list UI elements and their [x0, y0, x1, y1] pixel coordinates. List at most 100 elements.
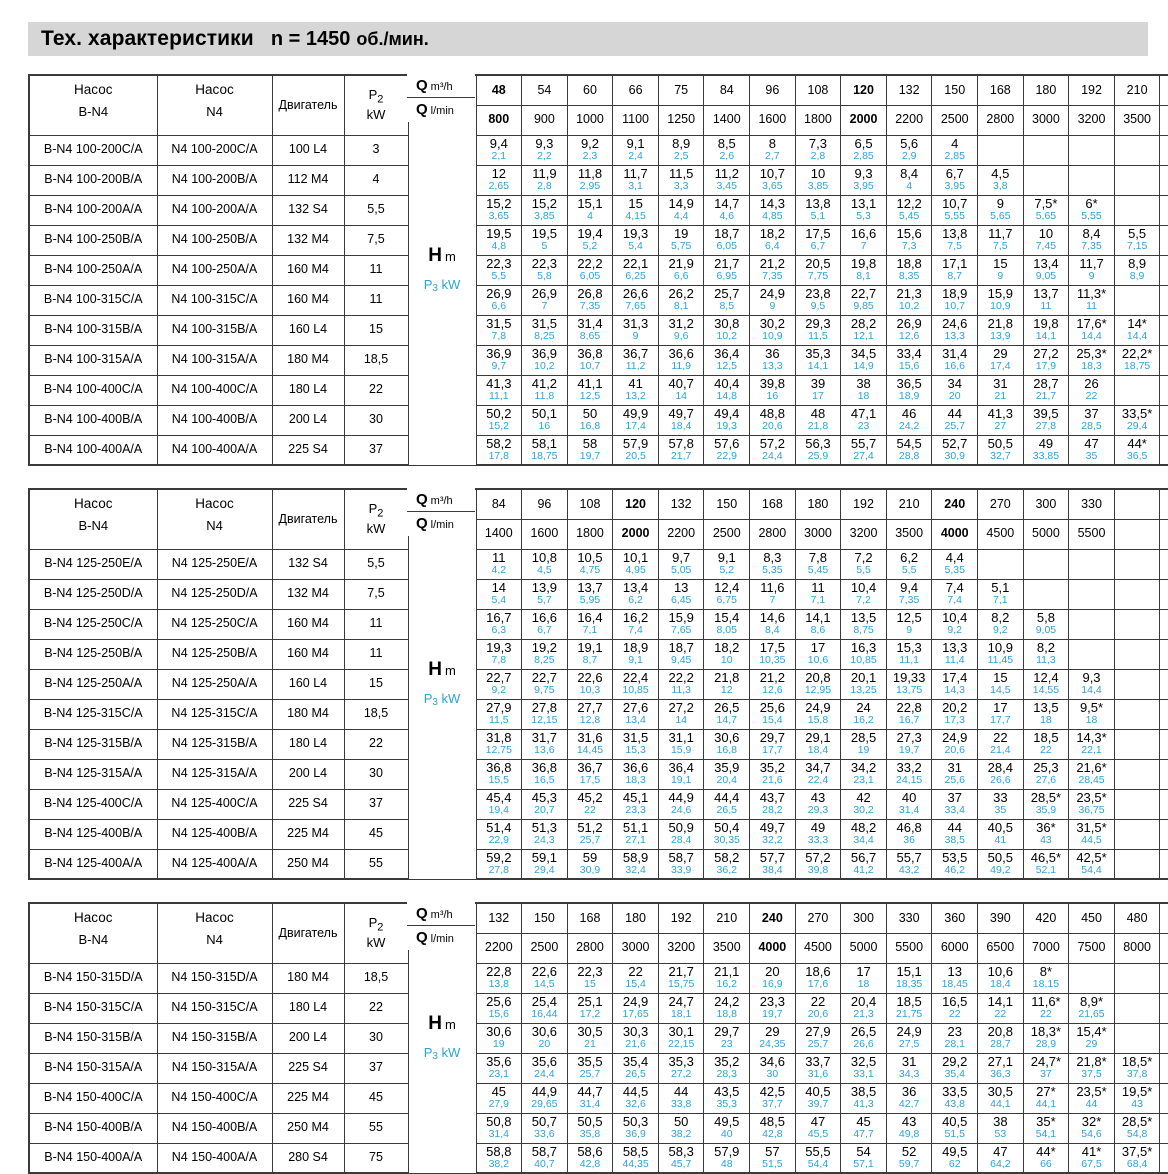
cell-pump-bn4: B-N4 150-400B/A	[28, 1112, 158, 1144]
cell-h-p3: 51,1 27,1	[612, 818, 659, 850]
cell-h-p3: 54 57,1	[840, 1142, 887, 1174]
cell-pump-bn4: B-N4 125-250C/A	[28, 608, 158, 640]
cell-h-p3: 58,7 40,7	[521, 1142, 568, 1174]
cell-h-p3: 25,4 16,44	[521, 992, 568, 1024]
header-q-m3h-cell: 192	[840, 488, 887, 520]
cell-pump-bn4: B-N4 100-200C/A	[28, 134, 158, 166]
cell-p2: 55	[343, 848, 409, 880]
cell-h-p3: 50,7 33,6	[521, 1112, 568, 1144]
cell-h-p3: 47 45,5	[794, 1112, 842, 1144]
cell-h-p3	[1022, 578, 1070, 610]
cell-pump-bn4: B-N4 100-400C/A	[28, 374, 158, 406]
cell-h-p3: 5,6 2,9	[885, 134, 933, 166]
cell-h-p3: 58,2 17,8	[475, 434, 523, 466]
cell-h-p3: 17,5 6,7	[794, 224, 842, 256]
cell-h-p3: 19,5 5	[521, 224, 568, 256]
cell-h-p3: 9,1 2,4	[612, 134, 659, 166]
cell-pump-bn4: B-N4 125-400C/A	[28, 788, 158, 820]
cell-h-p3: 22,3 5,8	[521, 254, 568, 286]
cell-h-p3: 17 18	[840, 962, 887, 994]
column-header-pump-n4: Насос N4	[156, 902, 273, 964]
table-row: B-N4 150-315B/A N4 150-315B/A 200 L4 30 30,6…	[28, 1022, 1168, 1054]
cell-h-p3: 11,3* 11	[1068, 284, 1115, 316]
table-row: B-N4 125-400B/A N4 125-400B/A 225 M4 45 51,4…	[28, 818, 1168, 850]
cell-h-p3: 36,7 11,2	[612, 344, 659, 376]
header-row-q-lmin: 1400 1600 1800 2000 2200 2500 2800 3000 3200 3500…	[29, 518, 1168, 550]
cell-p2: 22	[343, 728, 409, 760]
header-q-lmin-cell: 5000	[840, 932, 887, 964]
cell-h-p3	[1159, 314, 1168, 346]
cell-h-p3: 21,8 13,9	[977, 314, 1024, 346]
cell-h-p3: 41,1 12,5	[566, 374, 614, 406]
cell-h-p3: 9,3 3,95	[840, 164, 887, 196]
cell-pump-n4: N4 150-315B/A	[156, 1022, 273, 1054]
header-q-lmin-cell: 5500	[1068, 518, 1115, 550]
table-row: B-N4 100-400A/A N4 100-400A/A 225 S4 37 58,2…	[28, 434, 1168, 466]
cell-h-p3: 58,5 44,35	[612, 1142, 659, 1174]
cell-h-p3: 26,9 12,6	[885, 314, 933, 346]
cell-h-p3: 50,5 32,7	[977, 434, 1024, 466]
cell-h-p3: 36,9 10,2	[521, 344, 568, 376]
cell-pump-n4: N4 100-200C/A	[156, 134, 273, 166]
cell-h-p3: 22,2 6,05	[566, 254, 614, 286]
header-q-lmin-cell: 2500	[521, 932, 568, 964]
cell-h-p3: 29,3 11,5	[794, 314, 842, 346]
page-title: Тех. характеристики	[41, 27, 254, 50]
cell-h-p3: 38 53	[977, 1112, 1024, 1144]
cell-p2: 30	[343, 404, 409, 436]
cell-h-p3: 44* 66	[1022, 1142, 1070, 1174]
cell-h-p3: 42,5 37,7	[749, 1082, 796, 1114]
cell-h-p3	[1113, 728, 1161, 760]
table-row: B-N4 125-400A/A N4 125-400A/A 250 M4 55 59,2…	[28, 848, 1168, 880]
cell-pump-bn4: B-N4 125-250D/A	[28, 578, 158, 610]
cell-h-p3: 24,7 18,1	[657, 992, 705, 1024]
cell-h-p3: 49,5 40	[703, 1112, 751, 1144]
cell-h-p3: 19 5,75	[657, 224, 705, 256]
cell-h-p3: 27,9 25,7	[794, 1022, 842, 1054]
cell-pump-n4: N4 150-400B/A	[156, 1112, 273, 1144]
cell-h-p3: 50,4 30,35	[703, 818, 751, 850]
cell-pump-bn4: B-N4 100-315A/A	[28, 344, 158, 376]
cell-h-p3: 10,1 4,95	[612, 548, 659, 580]
cell-h-p3	[1159, 254, 1168, 286]
cell-h-p3: 38,5 41,3	[840, 1082, 887, 1114]
cell-h-p3: 22 21,4	[977, 728, 1024, 760]
cell-h-p3	[1159, 608, 1168, 640]
cell-h-p3: 29,7 17,7	[749, 728, 796, 760]
cell-h-p3: 9,2 2,3	[566, 134, 614, 166]
cell-pump-bn4: B-N4 125-315C/A	[28, 698, 158, 730]
header-q-lmin-cell	[1159, 104, 1168, 136]
cell-h-p3: 25,6 15,4	[749, 698, 796, 730]
cell-h-p3: 9,5* 18	[1068, 698, 1115, 730]
cell-h-p3	[1113, 134, 1161, 166]
header-q-m3h-cell: 300	[840, 902, 887, 934]
cell-h-p3	[1113, 758, 1161, 790]
cell-motor: 225 S4	[271, 434, 345, 466]
header-q-m3h-cell: 84	[703, 74, 751, 106]
column-header-p2: P2 kW	[343, 902, 409, 964]
cell-h-p3: 11,9 2,8	[521, 164, 568, 196]
table-row: B-N4 100-200C/A N4 100-200C/A 100 L4 3 9,4 2,…	[28, 134, 1168, 166]
cell-p2: 3	[343, 134, 409, 166]
header-q-m3h-cell: 48	[475, 74, 523, 106]
cell-h-p3	[1113, 374, 1161, 406]
cell-h-p3: 13,3 11,4	[931, 638, 979, 670]
cell-h-p3: 28,4 26,6	[977, 758, 1024, 790]
cell-h-p3: 22,7 9,75	[521, 668, 568, 700]
cell-h-p3: 37 33,4	[931, 788, 979, 820]
column-header-pump-n4: Насос N4	[156, 488, 273, 550]
cell-h-p3: 8,4 7,35	[1068, 224, 1115, 256]
cell-pump-bn4: B-N4 125-315A/A	[28, 758, 158, 790]
cell-motor: 180 M4	[271, 344, 345, 376]
cell-h-p3: 28,5 19	[840, 728, 887, 760]
cell-h-p3: 26,9 6,6	[475, 284, 523, 316]
header-q-m3h-cell: 180	[794, 488, 842, 520]
cell-h-p3: 43,5 35,3	[703, 1082, 751, 1114]
cell-h-p3	[1159, 578, 1168, 610]
cell-h-p3	[1068, 578, 1115, 610]
cell-h-p3: 15 9	[977, 254, 1024, 286]
cell-h-p3	[1159, 992, 1168, 1024]
cell-h-p3	[1159, 194, 1168, 226]
